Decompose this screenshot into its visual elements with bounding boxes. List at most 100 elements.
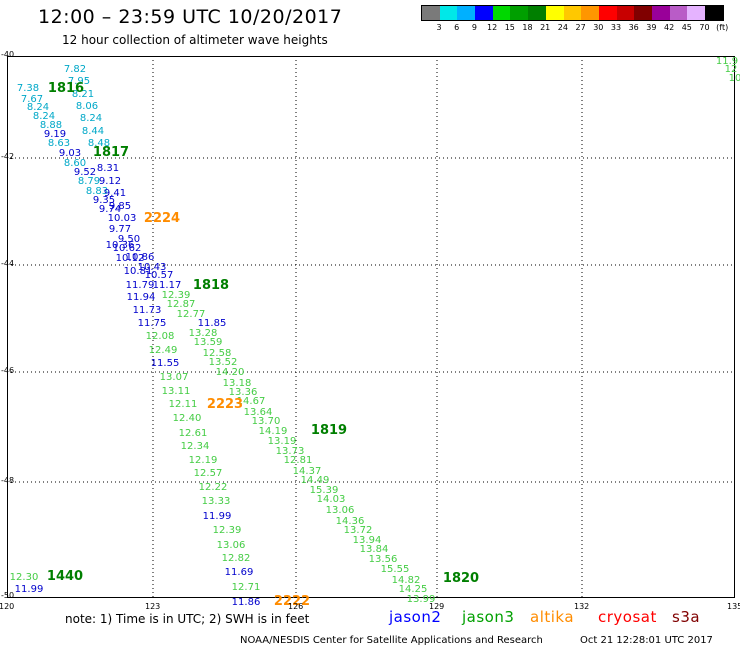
colorbar-tick-label: 42 bbox=[664, 23, 675, 32]
wave-height-label: 11.94 bbox=[127, 292, 156, 303]
wave-height-label: 8.24 bbox=[80, 113, 102, 124]
wave-height-label: 9.12 bbox=[99, 176, 121, 187]
satellite-legend-jason3: jason3 bbox=[462, 608, 515, 626]
colorbar-swatch bbox=[669, 6, 688, 20]
wave-height-label: 13.07 bbox=[160, 372, 189, 383]
colorbar-swatch bbox=[705, 6, 723, 20]
page-subtitle: 12 hour collection of altimeter wave hei… bbox=[62, 33, 328, 47]
wave-height-label: 12.34 bbox=[181, 441, 210, 452]
colorbar-swatch bbox=[598, 6, 617, 20]
wave-height-label: 14.25 bbox=[399, 584, 428, 595]
wave-height-label: 14.03 bbox=[317, 494, 346, 505]
wave-height-label: 8.83 bbox=[86, 186, 108, 197]
wave-height-label: 11.73 bbox=[133, 305, 162, 316]
wave-height-label: 13.06 bbox=[326, 505, 355, 516]
wave-height-label: 9.19 bbox=[44, 129, 66, 140]
colorbar-tick-label: 21 bbox=[540, 23, 551, 32]
wave-height-label: 12.49 bbox=[149, 345, 178, 356]
wave-height-label: 13.84 bbox=[360, 544, 389, 555]
wave-height-label: 13.11 bbox=[162, 386, 191, 397]
wave-height-label: 9.35 bbox=[93, 195, 115, 206]
wave-height-label: 13.99 bbox=[407, 594, 436, 605]
pass-label: 2223 bbox=[207, 397, 243, 412]
wave-height-label: 8.31 bbox=[97, 163, 119, 174]
pass-label: 2222 bbox=[274, 594, 310, 609]
latitude-label: -46 bbox=[1, 366, 15, 375]
colorbar-tick-label: 3 bbox=[436, 23, 442, 32]
wave-height-label: 13.18 bbox=[223, 378, 252, 389]
colorbar-tick-label: (ft) bbox=[716, 23, 729, 32]
wave-height-label: 8.24 bbox=[27, 102, 49, 113]
wave-height-label: 9.41 bbox=[104, 188, 126, 199]
colorbar-swatch bbox=[439, 6, 458, 20]
wave-height-label: 12.08 bbox=[146, 331, 175, 342]
wave-height-label: 7.38 bbox=[17, 83, 39, 94]
wave-height-label: 10.86 bbox=[126, 252, 155, 263]
wave-height-label: 9.50 bbox=[118, 234, 140, 245]
wave-height-label: 11.86 bbox=[232, 597, 261, 608]
longitude-label: 135 bbox=[727, 602, 740, 611]
colorbar-tick-label: 39 bbox=[646, 23, 657, 32]
colorbar-swatch bbox=[457, 6, 476, 20]
colorbar-swatch bbox=[651, 6, 670, 20]
map-frame bbox=[7, 56, 735, 598]
wave-height-label: 8.06 bbox=[76, 101, 98, 112]
wave-height-label: 12.39 bbox=[162, 290, 191, 301]
wave-height-label: 12.82 bbox=[222, 553, 251, 564]
wave-height-label: 12.81 bbox=[284, 455, 313, 466]
wave-height-label: 11.99 bbox=[203, 511, 232, 522]
colorbar-tick-label: 45 bbox=[681, 23, 692, 32]
colorbar-swatch bbox=[634, 6, 652, 20]
wave-height-label: 11.9 bbox=[716, 56, 738, 67]
wave-height-label: 12 bbox=[725, 64, 738, 75]
colorbar-tick-label: 12 bbox=[487, 23, 498, 32]
wave-height-label: 8.21 bbox=[72, 89, 94, 100]
pass-label: 1820 bbox=[443, 571, 479, 586]
wave-height-label: 13.70 bbox=[252, 416, 281, 427]
wave-height-label: 9.74 bbox=[99, 204, 121, 215]
wave-height-label: 13.06 bbox=[217, 540, 246, 551]
wave-height-label: 12.19 bbox=[189, 455, 218, 466]
wave-height-label: 12.71 bbox=[232, 582, 261, 593]
colorbar-tick-label: 15 bbox=[504, 23, 515, 32]
wave-height-label: 13.36 bbox=[229, 387, 258, 398]
wave-height-label: 8.88 bbox=[40, 120, 62, 131]
pass-label: 2224 bbox=[144, 211, 180, 226]
wave-height-label: 13.72 bbox=[344, 525, 373, 536]
wave-height-label: 13.28 bbox=[189, 328, 218, 339]
wave-height-label: 15.39 bbox=[310, 485, 339, 496]
footer-note: note: 1) Time is in UTC; 2) SWH is in fe… bbox=[65, 612, 310, 626]
wave-height-label: 14.20 bbox=[216, 367, 245, 378]
pass-label: 1440 bbox=[47, 569, 83, 584]
wave-height-label: 12.87 bbox=[167, 299, 196, 310]
colorbar-legend bbox=[421, 5, 724, 21]
wave-height-label: 13.59 bbox=[194, 337, 223, 348]
wave-height-label: 12.30 bbox=[10, 572, 39, 583]
wave-height-label: 9.52 bbox=[74, 167, 96, 178]
wave-height-label: 8.48 bbox=[88, 138, 110, 149]
wave-height-label: 11.79 bbox=[126, 280, 155, 291]
wave-height-label: 12.61 bbox=[179, 428, 208, 439]
wave-height-label: 10.81 bbox=[124, 266, 153, 277]
wave-height-label: 14.82 bbox=[392, 575, 421, 586]
wave-height-label: 10.03 bbox=[108, 213, 137, 224]
colorbar-tick-label: 30 bbox=[593, 23, 604, 32]
wave-height-label: 7.95 bbox=[68, 76, 90, 87]
pass-label: 1816 bbox=[48, 81, 84, 96]
wave-height-label: 12.77 bbox=[177, 309, 206, 320]
colorbar-swatch bbox=[510, 6, 529, 20]
satellite-legend-s3a: s3a bbox=[672, 608, 701, 626]
colorbar-swatch bbox=[528, 6, 546, 20]
colorbar-swatch bbox=[616, 6, 635, 20]
wave-height-label: 12.57 bbox=[194, 468, 223, 479]
wave-height-label: 13.73 bbox=[276, 446, 305, 457]
wave-height-label: 14.19 bbox=[259, 426, 288, 437]
wave-height-label: 11.69 bbox=[225, 567, 254, 578]
latitude-label: -44 bbox=[1, 259, 15, 268]
wave-height-label: 14.67 bbox=[237, 396, 266, 407]
wave-height-label: 12.11 bbox=[169, 399, 198, 410]
longitude-label: 123 bbox=[145, 602, 161, 611]
latitude-label: -48 bbox=[1, 476, 15, 485]
wave-height-label: 8.63 bbox=[48, 138, 70, 149]
